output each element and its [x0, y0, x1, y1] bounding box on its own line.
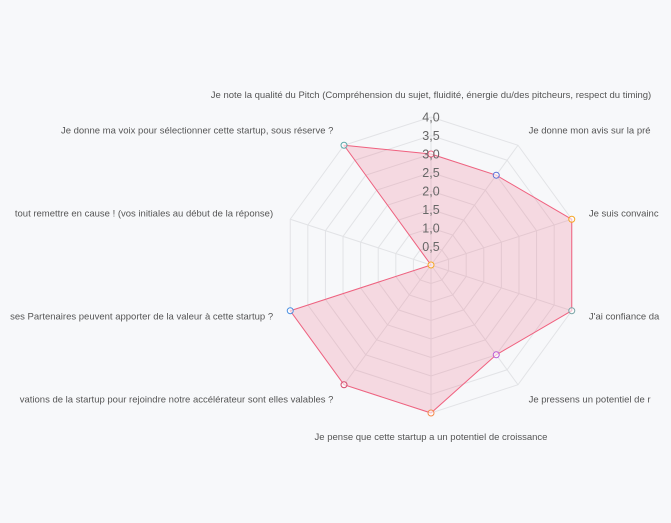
axis-label: Je suis convainc [589, 209, 659, 220]
data-point [492, 351, 500, 359]
axis-label: ses Partenaires peuvent apporter de la v… [10, 311, 273, 322]
grid-spoke [430, 218, 572, 266]
axis-label: vations de la startup pour rejoindre not… [20, 394, 334, 405]
data-point [568, 307, 576, 315]
data-point [427, 150, 435, 158]
axis-label: Je donne mon avis sur la pré [529, 126, 651, 137]
axis-label: Je donne ma voix pour sélectionner cette… [61, 126, 333, 137]
data-point [427, 409, 435, 417]
grid-spoke [290, 218, 432, 266]
tick-label: 2,5 [422, 166, 439, 180]
grid-spoke [343, 264, 432, 386]
grid-spoke [430, 144, 519, 266]
axis-label: Je note la qualité du Pitch (Compréhensi… [211, 90, 651, 101]
tick-label: 1,0 [422, 222, 439, 236]
tick-label: 4,0 [422, 111, 439, 125]
data-point [340, 381, 348, 389]
data-point [286, 307, 294, 315]
axis-label: J'ai confiance da [589, 311, 660, 322]
data-point [492, 171, 500, 179]
axis-label: tout remettre en cause ! (vos initiales … [15, 209, 273, 220]
grid-spoke [430, 264, 572, 312]
grid-spoke [430, 264, 519, 386]
data-point [340, 141, 348, 149]
tick-label: 3,5 [422, 129, 439, 143]
tick-label: 1,5 [422, 203, 439, 217]
tick-label: 2,0 [422, 185, 439, 199]
data-point [568, 215, 576, 223]
axis-label: Je pressens un potentiel de r [529, 394, 651, 405]
tick-label: 0,5 [422, 240, 439, 254]
axis-label: Je pense que cette startup a un potentie… [315, 432, 548, 443]
data-point [427, 261, 435, 269]
tick-label: 3,0 [422, 148, 439, 162]
